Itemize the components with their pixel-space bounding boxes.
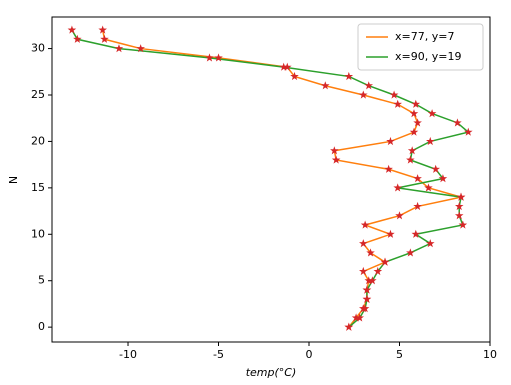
point-marker [100, 34, 109, 43]
point-marker [406, 248, 415, 257]
point-marker [136, 44, 145, 53]
point-marker [98, 25, 107, 34]
legend: x=77, y=7 x=90, y=19 [357, 23, 484, 71]
point-marker [424, 183, 433, 192]
point-marker [360, 304, 370, 313]
point-marker [393, 99, 402, 108]
point-marker [393, 183, 402, 192]
y-tick-label: 5 [38, 274, 45, 287]
point-marker [364, 81, 373, 90]
point-marker [359, 90, 368, 99]
point-marker [458, 220, 468, 229]
point-marker [409, 127, 419, 136]
point-marker [455, 211, 464, 220]
x-tick-label: -5 [213, 348, 224, 361]
x-tick-label: 0 [306, 348, 313, 361]
point-marker [355, 313, 364, 322]
point-marker [389, 90, 399, 99]
x-tick-label: 10 [483, 348, 497, 361]
point-marker [359, 239, 368, 248]
x-tick-label: 5 [396, 348, 403, 361]
plot-frame [51, 16, 491, 343]
point-marker [359, 266, 368, 276]
point-marker [360, 220, 370, 229]
point-marker [438, 174, 448, 183]
point-marker [455, 201, 464, 211]
series-line [101, 29, 462, 328]
point-marker [279, 62, 288, 71]
point-marker [351, 313, 361, 322]
point-marker [395, 211, 404, 220]
y-tick-label: 20 [31, 134, 45, 147]
point-marker [409, 109, 419, 118]
point-marker [73, 34, 82, 43]
point-marker [407, 146, 417, 155]
point-marker [413, 118, 422, 127]
point-marker [67, 25, 77, 34]
point-marker [380, 257, 390, 266]
point-marker [406, 155, 415, 164]
point-marker [464, 127, 473, 136]
point-marker [283, 62, 292, 71]
x-axis-label: temp(°C) [246, 366, 297, 379]
point-marker [411, 229, 421, 238]
legend-label: x=77, y=7 [395, 30, 454, 43]
point-marker [453, 118, 462, 127]
point-marker [366, 248, 375, 257]
point-marker [290, 71, 299, 81]
point-marker [426, 239, 435, 248]
point-marker [431, 164, 440, 173]
point-marker [427, 109, 437, 118]
point-marker [384, 164, 393, 173]
point-marker [456, 192, 466, 201]
point-marker [413, 174, 422, 183]
point-marker [413, 201, 422, 211]
point-marker [426, 136, 435, 146]
point-marker [373, 266, 383, 276]
x-tick-label: -10 [119, 348, 137, 361]
series-line [71, 29, 470, 328]
point-marker [114, 44, 124, 53]
y-tick-label: 15 [31, 181, 45, 194]
point-marker [362, 285, 372, 294]
point-marker [364, 276, 373, 285]
point-marker [386, 229, 395, 238]
point-marker [362, 294, 372, 303]
point-marker [321, 81, 330, 90]
y-tick-label: 30 [31, 42, 45, 55]
y-axis-label: N [7, 176, 20, 184]
point-marker [368, 276, 377, 285]
point-marker [386, 136, 395, 146]
point-marker [330, 146, 339, 155]
point-marker [411, 99, 421, 108]
legend-label: x=90, y=19 [395, 50, 461, 63]
point-marker [344, 322, 354, 331]
y-tick-label: 25 [31, 88, 45, 101]
point-marker [344, 71, 354, 81]
y-tick-label: 0 [38, 320, 45, 333]
point-marker [214, 53, 223, 62]
point-marker [331, 155, 341, 164]
legend-box [357, 23, 484, 71]
y-tick-label: 10 [31, 227, 45, 240]
point-marker [205, 53, 214, 62]
